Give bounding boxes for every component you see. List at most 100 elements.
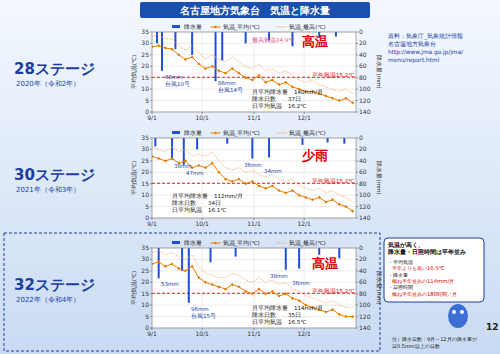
y2-tick-label: 140: [359, 324, 371, 331]
temp-marker: [170, 48, 173, 51]
y2-tick-label: 80: [359, 290, 367, 297]
stat: 月平均降水量 112mm/月: [172, 193, 243, 199]
y2-tick-label: 140: [359, 214, 371, 221]
rain-bar: [181, 248, 183, 271]
y2-tick-label: 0: [359, 28, 363, 35]
stat: 降水日数 34日: [172, 200, 221, 206]
temp-marker: [324, 94, 327, 97]
temp-marker: [284, 292, 287, 295]
legend-label: 気温_最高(℃): [289, 239, 326, 247]
y-tick-label: 20: [141, 62, 149, 69]
stage-year: 2022年（令和4年）: [16, 296, 80, 304]
annotation: 68mm: [165, 74, 183, 80]
temp-marker: [217, 171, 220, 174]
temp-marker: [197, 164, 200, 167]
x-tick-label: 10/1: [195, 114, 209, 121]
x-tick-label: 11/1: [247, 330, 261, 337]
y-tick-label: 25: [141, 51, 149, 58]
annotation: 台風15号: [191, 313, 216, 319]
rain-bar: [285, 248, 287, 270]
rain-bar: [154, 138, 156, 147]
temp-marker: [331, 198, 334, 201]
legend-swatch: [277, 133, 287, 134]
y-tick-label: 5: [145, 203, 149, 210]
legend-swatch: [172, 241, 180, 244]
plot-marks: [152, 248, 356, 318]
annotation: 最高気温24.9℃: [252, 36, 294, 43]
temp-marker: [191, 265, 194, 268]
temp-marker: [237, 72, 240, 75]
background: [0, 0, 500, 354]
legend-label: 降水量: [184, 240, 202, 246]
temp-marker: [271, 184, 274, 187]
y-tick-label: 20: [141, 168, 149, 175]
legend-swatch: [277, 27, 287, 28]
annotation: 86mm: [218, 80, 236, 86]
plot-area: [152, 138, 356, 218]
temp-marker: [164, 159, 167, 162]
rain-bar: [174, 32, 176, 49]
annotation: 高温: [302, 34, 328, 49]
temp-marker: [251, 180, 254, 183]
temp-line: [152, 34, 353, 93]
mascot: [448, 304, 468, 328]
temp-marker: [257, 74, 260, 77]
temp-marker: [157, 44, 160, 47]
temp-marker: [277, 294, 280, 297]
temp-marker: [257, 184, 260, 187]
temp-marker: [351, 315, 354, 318]
grid-line: [202, 32, 203, 112]
temp-marker: [324, 200, 327, 203]
rain-bar: [338, 248, 340, 258]
page-number: 12: [486, 322, 499, 332]
temp-marker: [197, 62, 200, 65]
temp-line: [152, 250, 353, 307]
y2-tick-label: 60: [359, 278, 367, 285]
stat: 降水日数 37日: [252, 96, 301, 102]
temp-marker: [184, 269, 187, 272]
callout-item: 概ね平年並みの180時間／月: [392, 291, 457, 297]
footnote: 日0.5mm以上の日数: [392, 343, 440, 349]
rain-bar: [298, 248, 300, 269]
temp-marker: [264, 292, 267, 295]
temp-marker: [224, 288, 227, 291]
grid-line: [304, 248, 305, 328]
annotation: 36mm: [292, 280, 310, 286]
temp-marker: [170, 262, 173, 265]
y-tick-label: 5: [145, 313, 149, 320]
y2-tick-label: 140: [359, 108, 371, 115]
annotation: 96mm: [191, 306, 209, 312]
stat: 降水日数 35日: [252, 312, 301, 318]
title-bar: [140, 2, 370, 18]
annotation: 36mm: [244, 162, 262, 168]
stat: 日平均気温 16.5℃: [252, 319, 306, 325]
legend-label: 降水量: [184, 24, 202, 30]
stage-title: 32ステージ: [14, 276, 95, 294]
temp-marker: [298, 194, 301, 197]
temp-marker: [211, 65, 214, 68]
rain-bar: [210, 248, 212, 262]
y-tick-label: 30: [141, 255, 149, 262]
annotation: 台風14号: [218, 87, 243, 93]
source: http://www.jma.go.jp/jma/: [388, 49, 463, 56]
y2-tick-label: 0: [359, 244, 363, 251]
rain-bar: [215, 32, 217, 81]
y-axis-title: 平均気温(℃): [131, 271, 137, 305]
temp-marker: [338, 99, 341, 102]
temp-marker: [197, 276, 200, 279]
annotation: 台風10号: [165, 81, 190, 87]
rain-bar: [221, 32, 223, 61]
y2-tick-label: 60: [359, 168, 367, 175]
temp-marker: [231, 67, 234, 70]
legend-swatch: [277, 243, 287, 244]
rain-bar: [318, 248, 320, 255]
plot-area: [152, 32, 356, 112]
source: 資料：気象庁_気象統計情報: [388, 32, 463, 40]
footnote: 注）降水日数：9月～12月の降水量が: [392, 336, 478, 342]
rain-bar: [343, 138, 345, 144]
y-tick-label: 35: [141, 244, 149, 251]
temp-marker: [324, 310, 327, 313]
legend-marker: [214, 25, 217, 28]
y2-tick-label: 0: [359, 134, 363, 141]
y2-tick-label: 120: [359, 203, 371, 210]
